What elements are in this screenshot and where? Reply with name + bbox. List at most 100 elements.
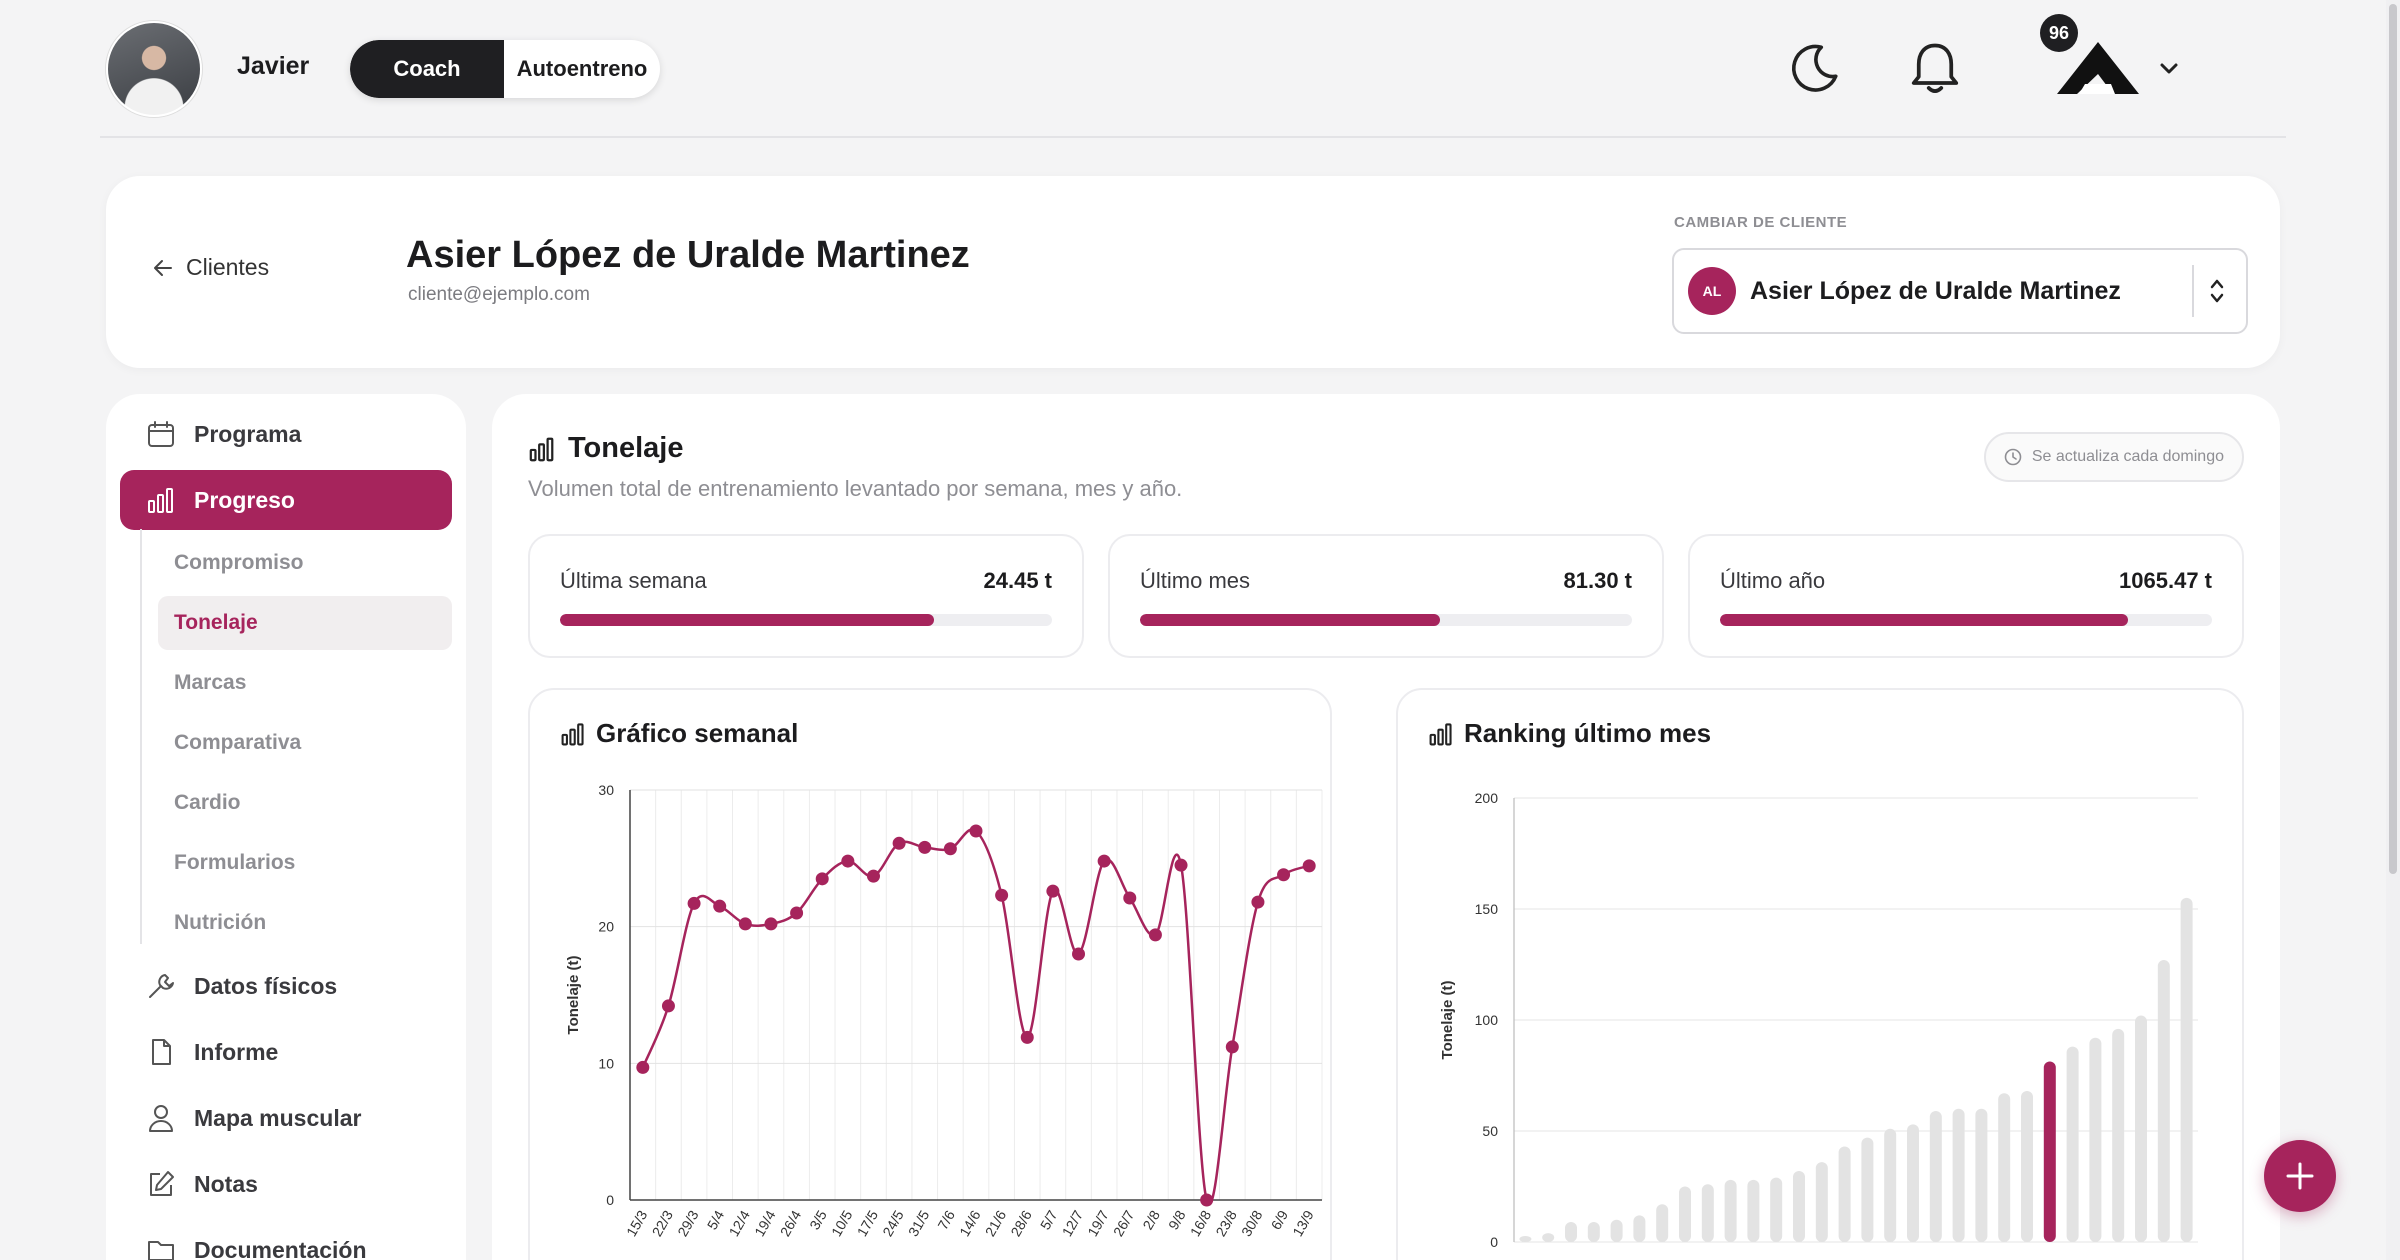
- data-point: [1251, 895, 1265, 909]
- x-tick-label: 13/9: [1289, 1207, 1317, 1239]
- data-point: [1148, 928, 1162, 942]
- calendar-icon: [148, 421, 174, 447]
- bar: [1884, 1128, 1897, 1242]
- plus-icon: [2286, 1162, 2314, 1190]
- data-point: [969, 824, 983, 838]
- bell-icon[interactable]: [1905, 38, 1965, 98]
- avatar[interactable]: [106, 21, 202, 117]
- data-point: [841, 854, 855, 868]
- x-tick-label: 19/4: [751, 1207, 779, 1239]
- sidebar-item-mapa-muscular[interactable]: Mapa muscular: [120, 1088, 452, 1148]
- add-fab-button[interactable]: [2264, 1140, 2336, 1212]
- data-point: [1277, 868, 1291, 882]
- bar-chart-icon: [1429, 722, 1452, 745]
- bar: [1975, 1108, 1988, 1242]
- x-tick-label: 5/4: [704, 1207, 728, 1232]
- data-point: [943, 842, 957, 856]
- data-point: [1225, 1040, 1239, 1054]
- sidebar: Programa Progreso Compromiso Tonelaje Ma…: [106, 394, 466, 1260]
- sidebar-item-label: Mapa muscular: [194, 1104, 362, 1131]
- stat-label: Último año: [1720, 568, 1826, 593]
- y-axis-title: Tonelaje (t): [1439, 981, 1456, 1060]
- bar: [1679, 1186, 1691, 1242]
- mode-autoentreno-option[interactable]: Autoentreno: [516, 56, 648, 81]
- stat-progress-fill: [1720, 614, 2129, 626]
- chevron-down-icon[interactable]: [2155, 56, 2183, 80]
- sidebar-item-datos-fisicos[interactable]: Datos físicos: [120, 956, 452, 1016]
- subnav-item-nutricion[interactable]: Nutrición: [174, 911, 267, 934]
- bar: [1701, 1184, 1714, 1242]
- x-tick-label: 3/5: [806, 1207, 830, 1232]
- data-point: [764, 917, 778, 931]
- bar: [1565, 1222, 1577, 1242]
- y-tick-label: 50: [1482, 1123, 1498, 1139]
- x-tick-label: 2/8: [1139, 1207, 1163, 1232]
- y-tick-label: 30: [598, 782, 614, 798]
- x-tick-label: 31/5: [905, 1207, 933, 1239]
- data-point: [687, 896, 701, 910]
- file-icon: [152, 1039, 171, 1065]
- subnav-item-comparativa[interactable]: Comparativa: [174, 731, 302, 754]
- stat-progress-track: [1140, 614, 1632, 626]
- y-tick-label: 20: [598, 919, 614, 935]
- y-tick-label: 150: [1475, 901, 1499, 917]
- bar: [1587, 1222, 1600, 1242]
- series-line: [641, 828, 1310, 1206]
- sidebar-item-documentacion[interactable]: Documentación: [120, 1220, 452, 1260]
- bar: [2157, 960, 2170, 1242]
- page-scrollbar[interactable]: [2386, 0, 2400, 1260]
- sidebar-item-progreso[interactable]: Progreso: [120, 470, 452, 530]
- ranking-bar-chart: 0 50 100 150 200 Tonelaje (t): [1439, 790, 2198, 1250]
- data-point: [995, 888, 1009, 902]
- mode-coach-option[interactable]: Coach: [350, 40, 504, 98]
- client-email: cliente@ejemplo.com: [408, 284, 590, 305]
- x-tick-label: 12/7: [1059, 1207, 1087, 1239]
- sidebar-item-label: Notas: [194, 1170, 258, 1197]
- x-tick-label: 16/8: [1187, 1207, 1215, 1239]
- subnav-item-tonelaje[interactable]: Tonelaje: [158, 596, 452, 650]
- update-note-pill: Se actualiza cada domingo: [1983, 432, 2244, 482]
- x-tick-label: 19/7: [1084, 1207, 1112, 1239]
- sidebar-item-programa[interactable]: Programa: [120, 404, 452, 464]
- section-title-text: Tonelaje: [568, 432, 684, 464]
- x-tick-label: 9/8: [1165, 1207, 1189, 1232]
- data-point: [713, 899, 727, 913]
- x-tick-label: 21/6: [982, 1207, 1010, 1239]
- subnav-item-compromiso[interactable]: Compromiso: [174, 551, 304, 574]
- arrow-left-icon: [154, 259, 172, 276]
- stat-value: 81.30 t: [1563, 568, 1633, 593]
- sidebar-item-notas[interactable]: Notas: [120, 1154, 452, 1214]
- stat-progress-track: [560, 614, 1052, 626]
- weekly-chart-card: 0 10 20 30 Tonelaje (t) 15/3 22/3 29/3 5/4 12/4 19…: [528, 688, 1332, 1260]
- data-point: [1097, 854, 1111, 868]
- stat-card-year: Último año 1065.47 t: [1688, 534, 2244, 658]
- section-subtitle: Volumen total de entrenamiento levantado…: [528, 476, 1183, 501]
- bar: [1929, 1111, 1942, 1242]
- brand-logo-icon[interactable]: [2055, 40, 2141, 96]
- subnav-item-marcas[interactable]: Marcas: [174, 671, 247, 694]
- bar-highlight: [2043, 1061, 2056, 1242]
- subnav-divider: [140, 529, 142, 944]
- back-to-clients-link[interactable]: Clientes: [152, 254, 269, 281]
- stat-progress-track: [1720, 614, 2212, 626]
- x-tick-label: 26/7: [1110, 1207, 1138, 1239]
- ranking-chart-card: 0 50 100 150 200 Tonelaje (t) Ranking último …: [1396, 688, 2244, 1260]
- x-tick-label: 30/8: [1238, 1207, 1266, 1239]
- bar: [1542, 1233, 1555, 1242]
- switch-client-select[interactable]: AL Asier López de Uralde Martinez: [1672, 248, 2248, 334]
- bar-chart-icon: [561, 722, 584, 745]
- moon-icon[interactable]: [1785, 40, 1843, 98]
- subnav-item-cardio[interactable]: Cardio: [174, 791, 241, 814]
- sidebar-item-label: Programa: [194, 420, 302, 447]
- bar: [2112, 1028, 2125, 1242]
- x-tick-label: 10/5: [828, 1207, 856, 1239]
- scrollbar-thumb[interactable]: [2389, 4, 2397, 874]
- y-tick-label: 200: [1475, 790, 1499, 806]
- mode-toggle[interactable]: Coach Autoentreno: [350, 40, 660, 98]
- y-tick-label: 0: [606, 1192, 614, 1208]
- back-link-label: Clientes: [186, 254, 270, 280]
- stat-progress-fill: [560, 614, 934, 626]
- y-axis-title: Tonelaje (t): [565, 956, 582, 1035]
- subnav-item-formularios[interactable]: Formularios: [174, 851, 296, 874]
- sidebar-item-informe[interactable]: Informe: [120, 1022, 452, 1082]
